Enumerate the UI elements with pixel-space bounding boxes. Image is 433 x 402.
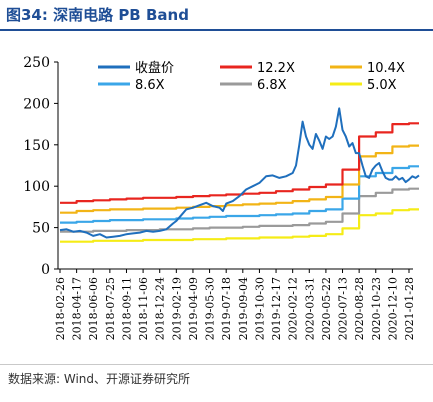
y-tick-label: 50 (32, 221, 50, 237)
series-line-6-8x (60, 187, 419, 233)
legend-label: 5.0X (367, 78, 397, 93)
y-tick-label: 200 (23, 96, 50, 112)
x-tick-label: 2018-11-06 (137, 277, 150, 340)
x-tick-label: 2019-10-30 (253, 277, 266, 340)
series-line-10-4x (60, 144, 419, 214)
legend-label: 10.4X (367, 61, 405, 76)
x-tick-label: 2019-12-17 (270, 277, 283, 340)
chart-legend: 收盘价 12.2X 10.4X 8.6X 6.8X 5.0X (98, 60, 405, 93)
x-tick-label: 2020-02-12 (287, 277, 300, 340)
figure-title: 图34: 深南电路 PB Band (6, 6, 189, 24)
series-line-5-0x (60, 208, 419, 243)
x-tick-label: 2018-06-06 (87, 277, 100, 340)
source-note: 数据来源: Wind、开源证券研究所 (8, 372, 191, 386)
y-tick-label: 100 (23, 179, 50, 195)
x-tick-label: 2020-08-28 (353, 277, 366, 340)
x-tick-label: 2020-07-13 (337, 277, 350, 340)
x-tick-label: 2019-02-19 (170, 277, 183, 340)
series-line-close-price (59, 107, 420, 239)
source-rule (0, 364, 433, 365)
y-tick-label: 0 (41, 262, 50, 278)
series-line-12-2x (60, 122, 419, 204)
x-tick-label: 2018-12-24 (154, 277, 167, 340)
x-tick-label: 2020-05-22 (320, 277, 333, 340)
x-tick-label: 2018-02-26 (54, 277, 67, 340)
x-tick-label: 2018-09-11 (120, 277, 133, 340)
x-tick-label: 2020-10-23 (370, 277, 383, 340)
y-tick-label: 150 (23, 138, 50, 154)
x-tick-label: 2019-05-30 (204, 277, 217, 340)
y-tick-label: 250 (23, 55, 50, 71)
x-tick-label: 2018-04-17 (71, 277, 84, 340)
chart-lines (59, 107, 420, 243)
legend-label: 12.2X (257, 61, 295, 76)
legend-label: 收盘价 (135, 60, 174, 76)
x-tick-label: 2019-07-18 (220, 277, 233, 340)
x-tick-label: 2018-07-25 (104, 277, 117, 340)
x-tick-label: 2020-03-31 (303, 277, 316, 340)
x-tick-label: 2019-04-09 (187, 277, 200, 340)
legend-label: 6.8X (257, 78, 287, 93)
x-tick-label: 2020-12-10 (386, 277, 399, 340)
x-tick-label: 2021-01-28 (403, 277, 416, 340)
x-tick-label: 2019-09-04 (237, 277, 250, 340)
title-rule (0, 29, 433, 31)
legend-label: 8.6X (135, 78, 165, 93)
series-line-8-6x (60, 165, 419, 224)
